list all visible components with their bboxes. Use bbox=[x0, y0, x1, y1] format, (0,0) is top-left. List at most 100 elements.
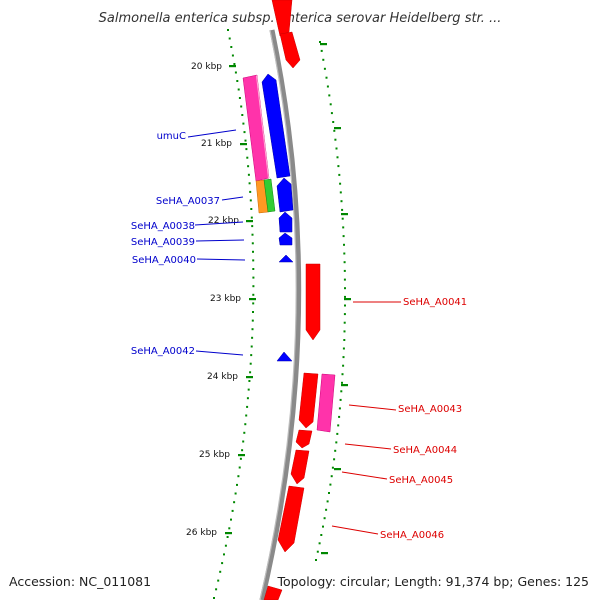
inner-ring-tick bbox=[237, 88, 240, 91]
gene-umuC-shade bbox=[256, 75, 269, 178]
inner-ring-tick bbox=[252, 276, 255, 279]
inner-ring-tick bbox=[246, 405, 249, 408]
inner-ring-tick bbox=[233, 501, 236, 504]
inner-ring-tick bbox=[251, 319, 254, 322]
gene-SeHA_A0046[interactable] bbox=[277, 485, 305, 553]
outer-major-tick bbox=[344, 298, 351, 301]
inner-ring-tick bbox=[243, 131, 246, 134]
outer-ring-tick bbox=[328, 492, 330, 494]
gene-SeHA_A0043[interactable] bbox=[316, 373, 336, 433]
inner-ring-tick bbox=[231, 509, 234, 512]
inner-ring-tick bbox=[252, 259, 255, 262]
inner-ring-tick bbox=[244, 139, 247, 142]
kbp-major-tick bbox=[240, 143, 247, 146]
outer-ring-tick bbox=[342, 356, 345, 359]
kbp-major-tick bbox=[238, 454, 245, 457]
outer-ring-tick bbox=[343, 321, 346, 324]
outer-ring-tick bbox=[343, 278, 346, 281]
inner-ring-tick bbox=[233, 63, 236, 65]
outer-ring-tick bbox=[336, 432, 339, 435]
inner-ring-tick bbox=[215, 588, 218, 591]
inner-ring-tick bbox=[241, 114, 244, 116]
inner-ring-tick bbox=[251, 328, 254, 331]
gene-top-forward-2[interactable] bbox=[279, 31, 301, 69]
outer-ring-tick bbox=[315, 559, 317, 561]
inner-ring-tick bbox=[240, 105, 243, 108]
outer-ring-tick bbox=[325, 76, 328, 79]
inner-ring-tick bbox=[249, 199, 252, 202]
inner-ring-tick bbox=[246, 156, 249, 159]
label-umuC[interactable]: umuC bbox=[157, 131, 186, 142]
label-SeHA_A0039[interactable]: SeHA_A0039 bbox=[131, 237, 195, 248]
inner-ring-tick bbox=[230, 518, 232, 521]
inner-ring-tick bbox=[247, 165, 250, 168]
outer-ring-tick bbox=[341, 208, 344, 211]
kbp-major-tick bbox=[225, 532, 232, 535]
inner-ring-tick bbox=[230, 46, 233, 48]
inner-ring-tick bbox=[221, 562, 224, 565]
outer-ring-tick bbox=[322, 58, 325, 61]
kbp-major-tick bbox=[249, 298, 256, 301]
label-SeHA_A0037[interactable]: SeHA_A0037 bbox=[156, 196, 220, 207]
outer-ring-tick bbox=[330, 475, 333, 478]
inner-ring-tick bbox=[250, 216, 253, 219]
gene-SeHA_A0037-green[interactable] bbox=[263, 178, 276, 213]
outer-major-tick bbox=[334, 127, 341, 130]
outer-ring-tick bbox=[337, 424, 340, 427]
backbone-highlight bbox=[259, 29, 297, 600]
gene-SeHA_A0041[interactable] bbox=[305, 263, 321, 341]
label-SeHA_A0044[interactable]: SeHA_A0044 bbox=[393, 445, 457, 456]
outer-ring-tick bbox=[334, 138, 337, 141]
outer-ring-tick bbox=[343, 261, 346, 264]
kbp-major-tick bbox=[246, 220, 253, 223]
outer-ring-tick bbox=[322, 525, 324, 528]
gene-SeHA_A0039[interactable] bbox=[278, 232, 293, 246]
kbp-major-tick bbox=[246, 376, 253, 379]
inner-ring-tick bbox=[228, 527, 231, 530]
label-SeHA_A0045[interactable]: SeHA_A0045 bbox=[389, 475, 453, 486]
outer-ring-tick bbox=[340, 390, 343, 393]
gene-SeHA_A0040[interactable] bbox=[278, 254, 294, 263]
gene-top-forward[interactable] bbox=[271, 0, 293, 37]
outer-ring-tick bbox=[331, 466, 334, 469]
inner-ring-tick bbox=[244, 423, 247, 426]
label-SeHA_A0038[interactable]: SeHA_A0038 bbox=[131, 221, 195, 232]
outer-ring-tick bbox=[326, 500, 329, 503]
inner-ring-tick bbox=[250, 345, 253, 348]
inner-ring-tick bbox=[239, 457, 242, 460]
outer-ring-tick bbox=[343, 252, 346, 255]
label-SeHA_A0042[interactable]: SeHA_A0042 bbox=[131, 346, 195, 357]
inner-ring-tick bbox=[231, 54, 234, 57]
gene-SeHA_A0042[interactable] bbox=[276, 351, 293, 362]
label-SeHA_A0043[interactable]: SeHA_A0043 bbox=[398, 404, 462, 415]
kbp-label-26: 26 kbp bbox=[186, 528, 217, 538]
left-label-lines bbox=[187, 129, 246, 356]
gene-SeHA_A0038[interactable] bbox=[278, 211, 293, 233]
gene-reverse-long[interactable] bbox=[261, 73, 291, 179]
gene-SeHA_A0044[interactable] bbox=[295, 429, 313, 449]
outer-ring-tick bbox=[329, 483, 332, 486]
gene-red-24a[interactable] bbox=[298, 372, 319, 429]
label-SeHA_A0041[interactable]: SeHA_A0041 bbox=[403, 297, 467, 308]
label-SeHA_A0040[interactable]: SeHA_A0040 bbox=[132, 255, 196, 266]
outer-major-tick bbox=[334, 468, 341, 471]
gene-blue-3[interactable] bbox=[276, 177, 294, 213]
gene-bottom-forward[interactable] bbox=[263, 585, 283, 600]
kbp-label-25: 25 kbp bbox=[199, 450, 230, 460]
inner-ring-tick bbox=[252, 302, 255, 305]
outer-ring-tick bbox=[340, 200, 343, 203]
inner-ring-tick bbox=[248, 380, 251, 382]
tick-rings bbox=[213, 29, 351, 599]
outer-ring-tick bbox=[342, 364, 345, 367]
inner-ring-tick bbox=[251, 225, 254, 228]
outer-ring-tick bbox=[323, 67, 326, 70]
outer-ring-tick bbox=[342, 347, 345, 350]
outer-ring-tick bbox=[341, 217, 344, 220]
inner-ring-tick bbox=[238, 97, 241, 99]
gene-SeHA_A0045[interactable] bbox=[290, 449, 310, 485]
label-SeHA_A0046[interactable]: SeHA_A0046 bbox=[380, 530, 444, 541]
outer-ring-tick bbox=[335, 441, 338, 444]
inner-ring-tick bbox=[219, 570, 222, 573]
inner-ring-tick bbox=[213, 597, 215, 599]
outer-ring-tick bbox=[326, 85, 329, 88]
